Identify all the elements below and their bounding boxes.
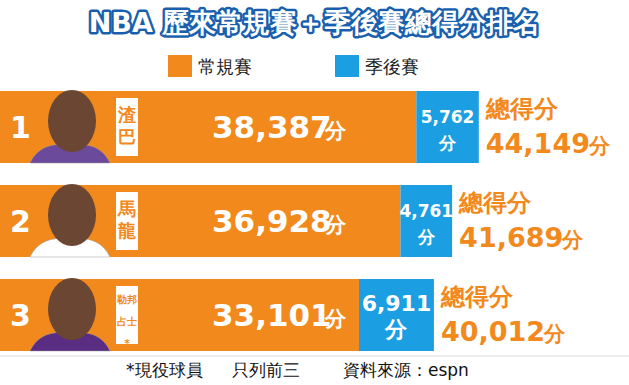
portrait-head xyxy=(48,90,96,152)
footnote: *現役球員 xyxy=(126,360,203,380)
rank: 2 xyxy=(10,204,31,239)
category-label: 渣巴 xyxy=(117,104,136,147)
total-unit: 分 xyxy=(588,134,611,158)
bar xyxy=(0,279,359,351)
rank: 3 xyxy=(10,298,31,333)
legend-swatch xyxy=(335,55,359,77)
bars xyxy=(0,91,479,351)
category-char: 龍 xyxy=(117,220,136,241)
data-label: 6,911 xyxy=(362,291,432,316)
name-box xyxy=(116,192,138,250)
total-unit: 分 xyxy=(543,322,566,346)
category-line: 占士 xyxy=(117,316,137,327)
chart: NBA 歷來常規賽＋季後賽總得分排名常規賽季後賽38,387分5,762分1渣巴… xyxy=(0,0,629,385)
total-value: 44,149 xyxy=(486,128,590,159)
bar xyxy=(359,279,434,351)
unit-label: 分 xyxy=(324,119,347,143)
unit-label: 分 xyxy=(324,307,347,331)
total-heading: 總得分 xyxy=(440,283,514,311)
category-label: 勒邦占士 * xyxy=(116,294,137,349)
bar xyxy=(0,91,416,163)
unit-label: 分 xyxy=(384,317,408,342)
legend-label: 季後賽 xyxy=(365,56,419,77)
data-label: 36,928 xyxy=(212,203,332,239)
data-label: 4,761 xyxy=(399,201,453,221)
footnote: 資料來源：espn xyxy=(343,360,469,380)
category-char: 馬 xyxy=(117,198,136,219)
legend-swatch xyxy=(168,55,192,77)
category-line: * xyxy=(124,338,130,349)
unit-label: 分 xyxy=(417,227,436,247)
bar xyxy=(400,185,452,257)
data-label: 33,101 xyxy=(212,297,332,333)
legend-label: 常規賽 xyxy=(198,56,252,77)
category-line: 勒邦 xyxy=(116,294,137,305)
axis-line xyxy=(0,356,629,357)
total-heading: 總得分 xyxy=(485,95,559,123)
portrait xyxy=(30,184,110,257)
category-label: 馬龍 xyxy=(117,198,136,241)
total-value: 40,012 xyxy=(441,316,545,347)
title: NBA 歷來常規賽＋季後賽總得分排名 xyxy=(89,7,540,38)
portrait xyxy=(30,90,110,163)
data-label: 38,387 xyxy=(212,109,332,145)
portrait xyxy=(30,278,110,351)
data-label: 5,762 xyxy=(421,107,475,127)
unit-label: 分 xyxy=(324,213,347,237)
name-box xyxy=(116,98,138,156)
name-box xyxy=(116,286,138,344)
category-char: 渣 xyxy=(117,104,136,125)
bar xyxy=(416,91,478,163)
category-char: 巴 xyxy=(118,126,136,147)
unit-label: 分 xyxy=(438,133,457,153)
total-value: 41,689 xyxy=(459,222,563,253)
bar xyxy=(0,185,400,257)
rank: 1 xyxy=(10,110,31,145)
labels: 38,387分5,762分1渣巴總得分44,149分36,928分4,761分2… xyxy=(10,90,611,351)
footnote: 只列前三 xyxy=(232,360,300,380)
total-unit: 分 xyxy=(561,228,584,252)
total-heading: 總得分 xyxy=(458,189,532,217)
portrait-head xyxy=(48,184,96,246)
portrait-head xyxy=(48,278,96,340)
